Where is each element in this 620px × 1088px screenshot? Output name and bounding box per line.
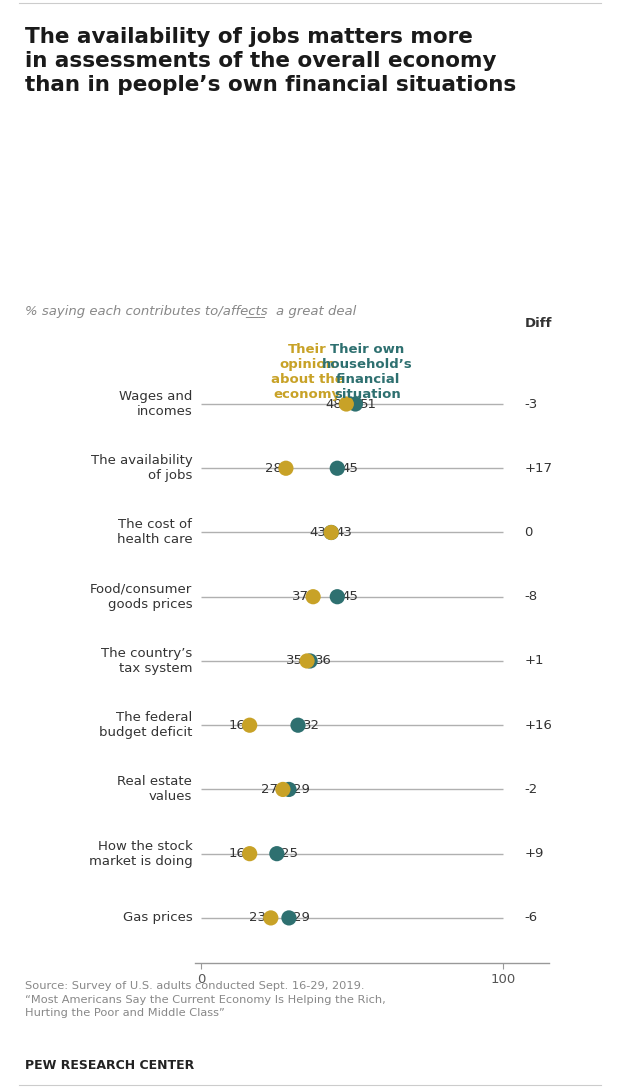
Text: 0: 0: [525, 526, 533, 539]
Text: The country’s
tax system: The country’s tax system: [101, 647, 192, 675]
Text: 36: 36: [314, 655, 332, 667]
Text: How the stock
market is doing: How the stock market is doing: [89, 840, 192, 867]
Point: [308, 588, 318, 605]
Text: 16: 16: [228, 848, 245, 861]
Text: 25: 25: [281, 848, 298, 861]
Text: +17: +17: [525, 461, 552, 474]
Text: +16: +16: [525, 719, 552, 732]
Point: [266, 910, 276, 927]
Text: Gas prices: Gas prices: [123, 912, 192, 925]
Text: Diff: Diff: [525, 317, 552, 330]
Text: Food/consumer
goods prices: Food/consumer goods prices: [90, 583, 192, 610]
Text: 32: 32: [303, 719, 319, 732]
Text: Source: Survey of U.S. adults conducted Sept. 16-29, 2019.
“Most Americans Say t: Source: Survey of U.S. adults conducted …: [25, 981, 386, 1017]
Point: [284, 781, 294, 799]
Text: 43: 43: [310, 526, 327, 539]
Text: The availability
of jobs: The availability of jobs: [91, 455, 192, 482]
Text: 23: 23: [249, 912, 266, 925]
Point: [305, 652, 315, 669]
Text: Wages and
incomes: Wages and incomes: [119, 390, 192, 418]
Point: [342, 395, 352, 412]
Point: [326, 523, 336, 541]
Text: % saying each contributes to/affects: % saying each contributes to/affects: [25, 305, 272, 318]
Text: Their
opinion
about the
economy: Their opinion about the economy: [271, 343, 343, 400]
Point: [281, 459, 291, 477]
Text: -2: -2: [525, 783, 538, 796]
Point: [332, 459, 342, 477]
Text: The cost of
health care: The cost of health care: [117, 519, 192, 546]
Point: [302, 652, 312, 669]
Text: 51: 51: [360, 397, 377, 410]
Text: 28: 28: [265, 461, 281, 474]
Text: 48: 48: [325, 397, 342, 410]
Text: 29: 29: [293, 783, 311, 796]
Text: -6: -6: [525, 912, 538, 925]
Text: +9: +9: [525, 848, 544, 861]
Text: -8: -8: [525, 590, 538, 603]
Text: ___: ___: [245, 305, 265, 318]
Text: 37: 37: [291, 590, 309, 603]
Text: 16: 16: [228, 719, 245, 732]
Text: 45: 45: [342, 590, 358, 603]
Text: 35: 35: [286, 655, 303, 667]
Point: [272, 845, 282, 863]
Point: [350, 395, 360, 412]
Text: 27: 27: [262, 783, 278, 796]
Text: +1: +1: [525, 655, 544, 667]
Text: 45: 45: [342, 461, 358, 474]
Text: a great deal: a great deal: [276, 305, 356, 318]
Text: Their own
household’s
financial
situation: Their own household’s financial situatio…: [322, 343, 413, 400]
Text: PEW RESEARCH CENTER: PEW RESEARCH CENTER: [25, 1059, 194, 1072]
Point: [245, 845, 255, 863]
Text: 29: 29: [293, 912, 311, 925]
Point: [293, 717, 303, 734]
Point: [326, 523, 336, 541]
Point: [332, 588, 342, 605]
Text: -3: -3: [525, 397, 538, 410]
Point: [245, 717, 255, 734]
Text: Real estate
values: Real estate values: [117, 776, 192, 803]
Text: The availability of jobs matters more
in assessments of the overall economy
than: The availability of jobs matters more in…: [25, 27, 516, 96]
Point: [278, 781, 288, 799]
Text: The federal
budget deficit: The federal budget deficit: [99, 712, 192, 739]
Text: 43: 43: [336, 526, 353, 539]
Point: [284, 910, 294, 927]
